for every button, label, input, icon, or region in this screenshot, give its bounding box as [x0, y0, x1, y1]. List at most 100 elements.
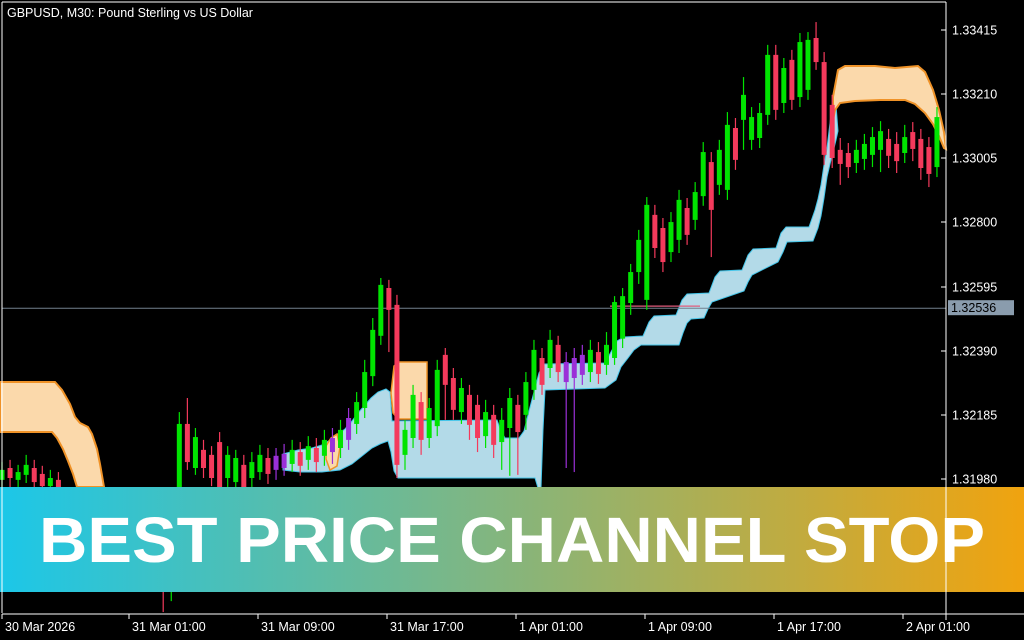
candle-body: [636, 239, 642, 273]
candle: [612, 296, 618, 365]
candle: [329, 428, 335, 464]
candle: [321, 429, 327, 466]
candle-body: [894, 143, 900, 162]
candle-body: [265, 458, 271, 474]
candle-body: [329, 438, 335, 453]
candle: [273, 448, 279, 480]
candle: [402, 419, 408, 470]
candle: [684, 198, 690, 245]
candle: [354, 392, 360, 434]
candle-body: [499, 419, 505, 443]
candle-body: [394, 304, 400, 465]
candle-body: [241, 464, 247, 488]
candle: [604, 332, 609, 375]
candle: [781, 58, 787, 113]
candle: [571, 348, 577, 473]
candle-body: [418, 402, 424, 440]
candle: [15, 464, 21, 491]
candle-body: [749, 117, 755, 140]
candle: [466, 384, 472, 440]
price-tick-label: 1.32800: [952, 216, 997, 230]
candle-body: [571, 358, 577, 378]
time-tick-label: 31 Mar 17:00: [390, 620, 464, 634]
candle: [910, 122, 916, 162]
price-tick-label: 1.32595: [952, 281, 997, 295]
candle-body: [620, 296, 626, 339]
candle: [587, 339, 593, 383]
candle-body: [281, 453, 287, 468]
candle-body: [837, 149, 843, 164]
candle: [894, 132, 900, 173]
candle-body: [853, 149, 859, 163]
price-tick-label: 1.33005: [952, 152, 997, 166]
candle: [531, 339, 537, 400]
candle: [386, 279, 392, 353]
candle-body: [386, 288, 392, 310]
candle-body: [483, 412, 489, 437]
candle: [676, 189, 682, 253]
candle: [789, 49, 795, 110]
candle-body: [289, 449, 295, 464]
candle: [249, 452, 255, 488]
candle-body: [378, 284, 384, 336]
candle-body: [442, 354, 448, 385]
candle-body: [249, 462, 255, 478]
candle: [595, 342, 601, 384]
candle: [281, 443, 287, 476]
time-tick-label: 1 Apr 09:00: [648, 620, 712, 634]
candle-body: [273, 455, 279, 470]
time-tick-label: 31 Mar 01:00: [132, 620, 206, 634]
candle-body: [708, 162, 714, 210]
candle-body: [531, 349, 537, 390]
candle: [869, 127, 875, 168]
candle: [217, 432, 223, 497]
price-axis[interactable]: 1.33415 1.33210 1.33005 1.32800 1.32595 1.323…: [941, 2, 997, 614]
candle: [563, 352, 569, 468]
candle-body: [765, 54, 771, 115]
candle-body: [886, 138, 892, 156]
time-tick-label: 1 Apr 17:00: [777, 620, 841, 634]
candle: [31, 459, 37, 493]
candle-body: [724, 124, 730, 190]
candle-body: [450, 378, 456, 410]
candle: [660, 218, 666, 273]
candle-body: [39, 473, 45, 487]
candle: [483, 399, 489, 448]
candle-body: [781, 68, 787, 103]
candle: [716, 139, 722, 195]
candle: [805, 32, 811, 100]
candle-body: [458, 388, 464, 413]
candle-body: [861, 143, 867, 159]
candle: [346, 408, 352, 450]
candle-body: [55, 479, 61, 493]
candle-body: [523, 382, 529, 415]
candle-body: [176, 423, 182, 498]
candle-body: [684, 208, 690, 235]
candle-body: [934, 117, 940, 168]
candle-body: [845, 153, 851, 168]
candle-body: [579, 354, 585, 375]
chart-frame: [1, 1, 946, 613]
candle-body: [595, 352, 601, 374]
time-axis[interactable]: 30 Mar 2026 31 Mar 01:00 31 Mar 09:00 31 Ma…: [1, 613, 1024, 634]
candle: [370, 318, 376, 387]
candle: [773, 44, 779, 120]
candle: [668, 212, 674, 263]
candle-body: [757, 113, 763, 138]
candle-body: [321, 439, 327, 456]
candle-body: [362, 372, 368, 408]
candle: [829, 94, 835, 168]
candle-body: [652, 214, 658, 248]
candle-body: [184, 423, 190, 463]
current-price-tag-background: [948, 300, 1014, 316]
channel-band-orange-right: [832, 64, 948, 151]
candle: [692, 182, 698, 230]
candle-body: [192, 437, 198, 468]
candle: [418, 392, 424, 455]
candle-body: [507, 398, 513, 428]
candle: [636, 229, 642, 284]
promo-banner: BEST PRICE CHANNEL STOP: [0, 487, 1024, 592]
candle-body: [716, 149, 722, 185]
candle: [539, 348, 545, 395]
